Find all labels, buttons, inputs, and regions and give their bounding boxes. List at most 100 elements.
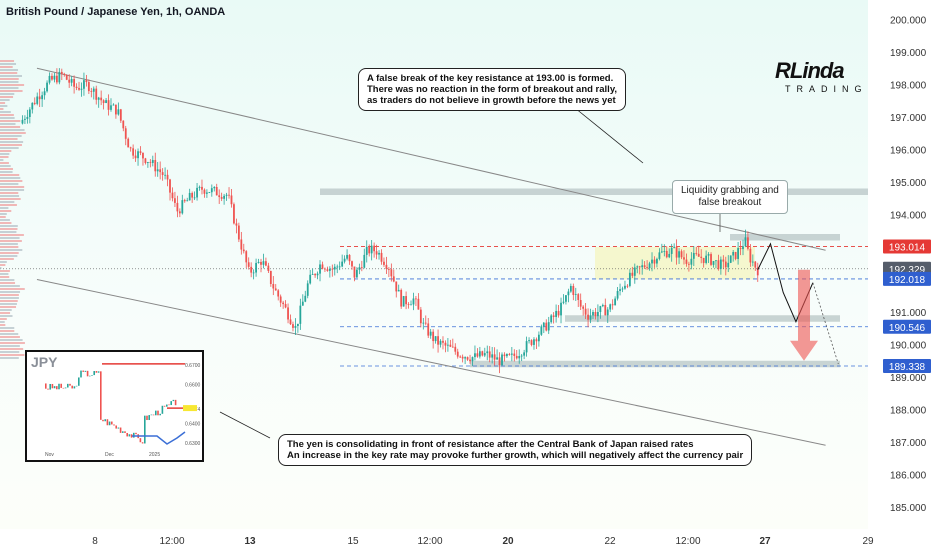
candle-body bbox=[287, 307, 289, 320]
inset-candle bbox=[97, 371, 100, 373]
inset-candle bbox=[139, 438, 142, 443]
volume-bar bbox=[0, 108, 4, 110]
candle-body bbox=[301, 301, 304, 306]
volume-bar bbox=[0, 345, 20, 347]
candle-body bbox=[702, 257, 705, 263]
volume-bar bbox=[0, 288, 25, 290]
inset-candle bbox=[150, 414, 153, 416]
volume-bar bbox=[0, 174, 20, 176]
candle-body bbox=[247, 262, 250, 267]
candle-body bbox=[351, 261, 353, 267]
candle-body bbox=[36, 96, 39, 104]
candle-body bbox=[697, 253, 700, 257]
volume-bar bbox=[0, 273, 9, 275]
candle-body bbox=[732, 252, 735, 256]
inset-candle bbox=[60, 383, 62, 388]
inset-candle bbox=[67, 383, 69, 388]
inset-tick-label: 0.6600 bbox=[185, 382, 201, 388]
x-tick-label: 12:00 bbox=[675, 536, 700, 547]
candle-body bbox=[100, 97, 103, 101]
candle-body bbox=[137, 151, 139, 159]
volume-bar bbox=[0, 285, 20, 287]
down-arrow bbox=[790, 269, 818, 361]
candle-body bbox=[201, 186, 203, 190]
candle-body bbox=[483, 353, 486, 356]
candle-body bbox=[437, 336, 439, 345]
time-axis[interactable]: 8 12:00 13 15 12:00 20 22 12:00 27 29 bbox=[0, 529, 874, 550]
candle-body bbox=[651, 259, 653, 264]
candle-body bbox=[739, 248, 742, 250]
volume-bar bbox=[0, 183, 19, 185]
volume-profile bbox=[0, 60, 26, 359]
candle-body bbox=[456, 351, 459, 357]
candle-body bbox=[611, 304, 614, 306]
candle-body bbox=[442, 340, 444, 343]
volume-bar bbox=[0, 162, 9, 164]
inset-candle bbox=[69, 383, 71, 386]
candle-body bbox=[46, 82, 48, 92]
symbol-title[interactable]: British Pound / Japanese Yen, 1h, OANDA bbox=[6, 6, 226, 18]
candle-body bbox=[142, 152, 144, 159]
candle-body bbox=[469, 359, 471, 362]
candle-body bbox=[552, 315, 555, 317]
callout-line: A false break of the key resistance at 1… bbox=[367, 73, 614, 84]
candle-body bbox=[513, 353, 516, 356]
volume-bar bbox=[0, 153, 10, 155]
candle-body bbox=[129, 147, 132, 149]
volume-bar bbox=[0, 357, 19, 359]
candle-body bbox=[471, 357, 474, 362]
candle-body bbox=[461, 356, 464, 359]
volume-bar bbox=[0, 105, 8, 107]
candle-body bbox=[646, 267, 648, 269]
volume-bar bbox=[0, 117, 15, 119]
candle-body bbox=[188, 192, 191, 201]
candle-body bbox=[159, 169, 162, 173]
candle-body bbox=[427, 323, 430, 336]
volume-bar bbox=[0, 282, 16, 284]
candle-body bbox=[626, 285, 629, 287]
volume-bar bbox=[0, 315, 13, 317]
candle-body bbox=[139, 151, 142, 153]
resistance-zone bbox=[730, 234, 840, 241]
inset-candle bbox=[53, 386, 56, 389]
candle-body bbox=[606, 309, 609, 316]
candle-body bbox=[127, 138, 130, 148]
candle-body bbox=[183, 200, 186, 202]
candle-body bbox=[587, 314, 589, 320]
candle-body bbox=[112, 104, 115, 106]
candle-body bbox=[83, 80, 85, 89]
volume-bar bbox=[0, 276, 10, 278]
x-tick-label: 8 bbox=[92, 536, 98, 547]
inset-candle bbox=[45, 383, 47, 389]
candle-body bbox=[193, 197, 196, 199]
candle-body bbox=[191, 192, 194, 198]
inset-candle bbox=[117, 427, 120, 429]
candle-body bbox=[284, 304, 287, 308]
candle-body bbox=[673, 246, 676, 248]
candle-body bbox=[400, 289, 403, 307]
volume-bar bbox=[0, 198, 21, 200]
volume-bar bbox=[0, 348, 24, 350]
candle-body bbox=[358, 267, 361, 270]
candle-body bbox=[149, 162, 152, 163]
callout-pointer bbox=[574, 107, 644, 164]
candle-body bbox=[742, 246, 744, 250]
candle-body bbox=[218, 195, 221, 198]
candle-body bbox=[95, 88, 98, 100]
y-tick-label: 190.000 bbox=[890, 341, 927, 352]
volume-bar bbox=[0, 132, 26, 134]
volume-bar bbox=[0, 147, 19, 149]
inset-candle bbox=[172, 399, 175, 402]
candle-body bbox=[439, 340, 442, 345]
candle-body bbox=[63, 73, 66, 75]
candle-body bbox=[675, 246, 678, 258]
volume-bar bbox=[0, 249, 23, 251]
candle-body bbox=[574, 294, 577, 295]
candle-body bbox=[341, 261, 344, 267]
candle-body bbox=[668, 253, 671, 258]
inset-candle bbox=[104, 419, 106, 422]
candle-body bbox=[107, 100, 110, 110]
price-tag-bg bbox=[883, 359, 931, 374]
